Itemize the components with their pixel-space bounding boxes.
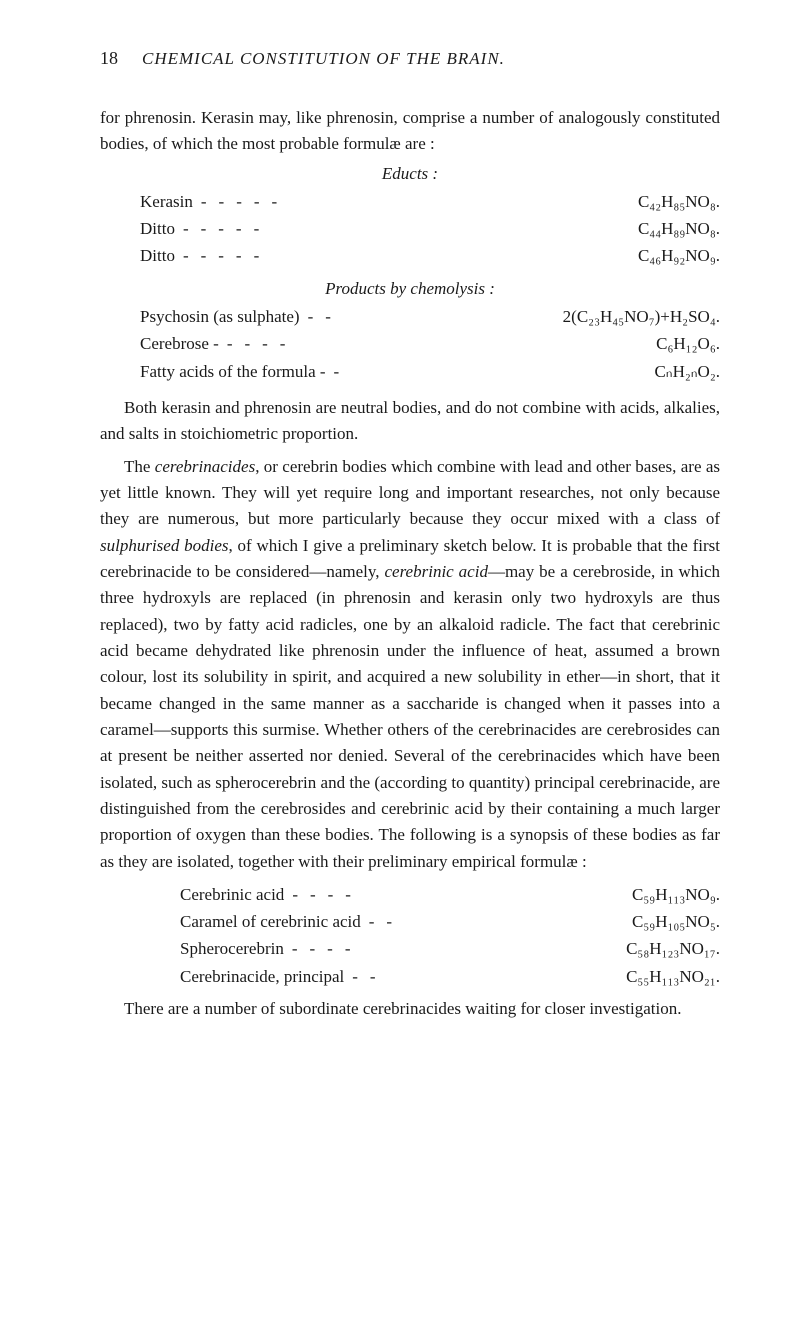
dashes: --: [344, 963, 626, 990]
formula-label: Spherocerebrin: [180, 935, 284, 962]
dashes: ----: [284, 935, 626, 962]
dashes: --: [361, 908, 632, 935]
formula-label: Ditto: [140, 215, 175, 242]
formula-label: Cerebrose -: [140, 330, 219, 357]
dashes: ----: [284, 881, 632, 908]
formula-label: Cerebrinic acid: [180, 881, 284, 908]
educts-heading: Educts :: [100, 164, 720, 184]
running-title: CHEMICAL CONSTITUTION OF THE BRAIN.: [142, 49, 505, 69]
formula-value: C₄₂H₈₅NO₈.: [638, 188, 720, 215]
formula-value: C₅₈H₁₂₃NO₁₇.: [626, 935, 720, 962]
formula-label: Ditto: [140, 242, 175, 269]
formula-row: Ditto ----- C₄₄H₈₉NO₈.: [100, 215, 720, 242]
dashes: -----: [175, 215, 638, 242]
educts-list: Kerasin ----- C₄₂H₈₅NO₈. Ditto ----- C₄₄…: [100, 188, 720, 270]
formula-row: Spherocerebrin ---- C₅₈H₁₂₃NO₁₇.: [180, 935, 720, 962]
formula-label: Cerebrinacide, principal: [180, 963, 344, 990]
formula-row: Psychosin (as sulphate) -- 2(C₂₃H₄₅NO₇)+…: [100, 303, 720, 330]
formula-value: C₄₆H₉₂NO₉.: [638, 242, 720, 269]
formula-value: C₆H₁₂O₆.: [656, 330, 720, 357]
dashes: -: [326, 358, 655, 385]
formula-value: C₅₅H₁₁₃NO₂₁.: [626, 963, 720, 990]
formula-row: Cerebrose - ---- C₆H₁₂O₆.: [100, 330, 720, 357]
formula-label: Psychosin (as sulphate): [140, 303, 300, 330]
dashes: -----: [175, 242, 638, 269]
formula-value: 2(C₂₃H₄₅NO₇)+H₂SO₄.: [563, 303, 720, 330]
formulae-list: Cerebrinic acid ---- C₅₉H₁₁₃NO₉. Caramel…: [100, 881, 720, 990]
formula-row: Cerebrinic acid ---- C₅₉H₁₁₃NO₉.: [180, 881, 720, 908]
paragraph-1: for phrenosin. Kerasin may, like phrenos…: [100, 105, 720, 158]
page-number: 18: [100, 48, 118, 69]
dashes: --: [300, 303, 563, 330]
formula-value: C₅₉H₁₀₅NO₅.: [632, 908, 720, 935]
formula-value: CₙH₂ₙO₂.: [654, 358, 720, 385]
para3-ital-3: cerebrinic acid: [384, 562, 487, 581]
page-header: 18 CHEMICAL CONSTITUTION OF THE BRAIN.: [100, 48, 720, 69]
dashes: -----: [193, 188, 638, 215]
paragraph-2: Both kerasin and phrenosin are neutral b…: [100, 395, 720, 448]
products-list: Psychosin (as sulphate) -- 2(C₂₃H₄₅NO₇)+…: [100, 303, 720, 385]
formula-value: C₅₉H₁₁₃NO₉.: [632, 881, 720, 908]
formula-label: Fatty acids of the formula -: [140, 358, 326, 385]
formula-row: Kerasin ----- C₄₂H₈₅NO₈.: [100, 188, 720, 215]
formula-row: Caramel of cerebrinic acid -- C₅₉H₁₀₅NO₅…: [180, 908, 720, 935]
products-heading: Products by chemolysis :: [100, 279, 720, 299]
para3-ital-2: sulphurised bodies: [100, 536, 229, 555]
dashes: ----: [219, 330, 656, 357]
paragraph-4: There are a number of subordinate cerebr…: [100, 996, 720, 1022]
formula-value: C₄₄H₈₉NO₈.: [638, 215, 720, 242]
formula-row: Ditto ----- C₄₆H₉₂NO₉.: [100, 242, 720, 269]
para3-ital-1: cerebrinacides: [155, 457, 255, 476]
formula-label: Caramel of cerebrinic acid: [180, 908, 361, 935]
para3-d: —may be a cerebroside, in which three hy…: [100, 562, 720, 871]
page-container: 18 CHEMICAL CONSTITUTION OF THE BRAIN. f…: [0, 0, 800, 1076]
formula-label: Kerasin: [140, 188, 193, 215]
formula-row: Fatty acids of the formula - - CₙH₂ₙO₂.: [100, 358, 720, 385]
formula-row: Cerebrinacide, principal -- C₅₅H₁₁₃NO₂₁.: [180, 963, 720, 990]
para3-a: The: [124, 457, 155, 476]
paragraph-3: The cerebrinacides, or cerebrin bodies w…: [100, 454, 720, 876]
